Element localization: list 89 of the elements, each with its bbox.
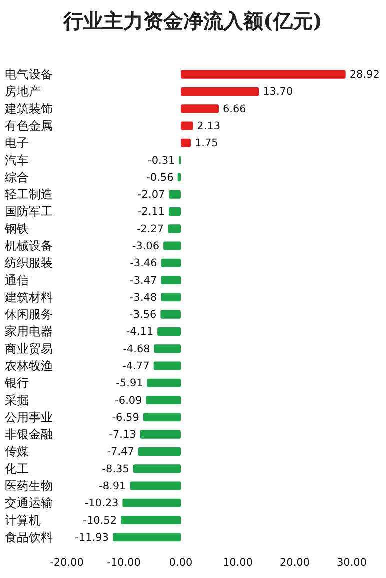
bar <box>113 533 181 542</box>
y-tick-label: 综合 <box>5 170 29 184</box>
data-label: -7.13 <box>109 429 136 442</box>
data-label: 1.75 <box>194 138 218 150</box>
y-tick-label: 采掘 <box>5 393 29 408</box>
x-tick-label: 0.00 <box>169 557 193 569</box>
bar <box>147 378 181 388</box>
y-tick-label: 汽车 <box>5 153 29 168</box>
x-tick-label: 30.00 <box>336 557 368 569</box>
bar <box>138 447 181 456</box>
data-label: 2.13 <box>197 120 221 132</box>
data-label: -7.47 <box>107 446 134 458</box>
data-label: 28.92 <box>350 69 380 82</box>
bar <box>121 516 181 525</box>
y-tick-label: 医药生物 <box>5 479 53 493</box>
bar <box>169 190 181 199</box>
bar <box>122 498 181 508</box>
data-label: -11.93 <box>75 532 109 544</box>
data-label: -0.31 <box>148 154 176 167</box>
bar <box>164 242 181 250</box>
data-label: -4.68 <box>123 343 150 356</box>
data-label: -6.59 <box>112 412 140 424</box>
bar <box>154 344 181 354</box>
bar <box>154 362 181 370</box>
y-tick-label: 建筑材料 <box>4 290 53 304</box>
y-tick-label: 银行 <box>4 376 29 390</box>
bar <box>181 70 346 79</box>
bar <box>181 138 191 148</box>
bar <box>130 482 181 490</box>
chart-title: 行业主力资金净流入额(亿元) <box>62 9 322 33</box>
y-tick-label: 家用电器 <box>5 324 53 339</box>
y-tick-label: 房地产 <box>5 84 41 99</box>
data-label: -5.91 <box>116 378 144 390</box>
data-label: -3.06 <box>132 240 160 252</box>
bar <box>161 258 181 268</box>
data-label: -8.91 <box>99 480 126 492</box>
bar <box>168 207 181 216</box>
y-tick-label: 计算机 <box>5 513 41 528</box>
bar <box>181 122 194 130</box>
y-tick-label: 钢铁 <box>4 222 29 236</box>
bar <box>181 87 260 96</box>
bar <box>133 464 181 474</box>
data-label: -10.23 <box>84 498 119 510</box>
bar <box>143 413 181 422</box>
y-tick-label: 传媒 <box>5 444 29 459</box>
data-label: -2.07 <box>138 189 166 202</box>
data-label: -10.52 <box>83 514 118 527</box>
y-tick-label: 农林牧渔 <box>5 359 53 373</box>
y-tick-label: 电子 <box>5 136 29 150</box>
bar <box>161 276 181 285</box>
y-tick-label: 建筑装饰 <box>4 102 53 116</box>
bar <box>140 430 181 439</box>
y-tick-label: 国防军工 <box>5 204 53 219</box>
data-label: -4.77 <box>122 360 150 372</box>
bar <box>168 224 181 234</box>
data-label: -0.56 <box>146 172 174 184</box>
data-label: -3.56 <box>130 309 158 322</box>
y-tick-label: 通信 <box>5 273 29 288</box>
y-tick-label: 化工 <box>5 462 29 476</box>
y-tick-label: 商业贸易 <box>5 342 53 356</box>
y-tick-label: 休闲服务 <box>5 308 53 322</box>
bar <box>160 310 181 319</box>
bar <box>161 293 181 302</box>
bar <box>146 396 181 405</box>
x-tick-label: 10.00 <box>222 557 254 569</box>
data-label: -4.11 <box>126 326 154 338</box>
y-tick-label: 轻工制造 <box>5 188 53 202</box>
y-tick-label: 非银金融 <box>5 428 53 442</box>
y-tick-label: 食品饮料 <box>5 530 53 544</box>
data-label: -2.27 <box>136 223 164 236</box>
data-label: -8.35 <box>102 463 130 476</box>
data-label: 13.70 <box>263 86 294 98</box>
y-tick-label: 交通运输 <box>5 496 53 510</box>
data-label: -3.48 <box>130 292 158 304</box>
y-tick-label: 公用事业 <box>5 410 53 424</box>
bar <box>158 327 181 336</box>
x-tick-label: -10.00 <box>107 557 141 569</box>
y-tick-label: 电气设备 <box>5 68 53 82</box>
x-tick-label: 20.00 <box>280 557 310 569</box>
data-label: -6.09 <box>115 394 142 407</box>
data-label: 6.66 <box>222 103 247 116</box>
bar <box>181 104 219 114</box>
y-tick-label: 纺织服装 <box>5 256 53 270</box>
data-label: -2.11 <box>138 206 165 218</box>
y-tick-label: 机械设备 <box>5 239 53 253</box>
data-label: -3.47 <box>130 274 158 287</box>
x-tick-label: -20.00 <box>50 557 84 569</box>
data-label: -3.46 <box>130 258 158 270</box>
y-tick-label: 有色金属 <box>5 119 53 133</box>
